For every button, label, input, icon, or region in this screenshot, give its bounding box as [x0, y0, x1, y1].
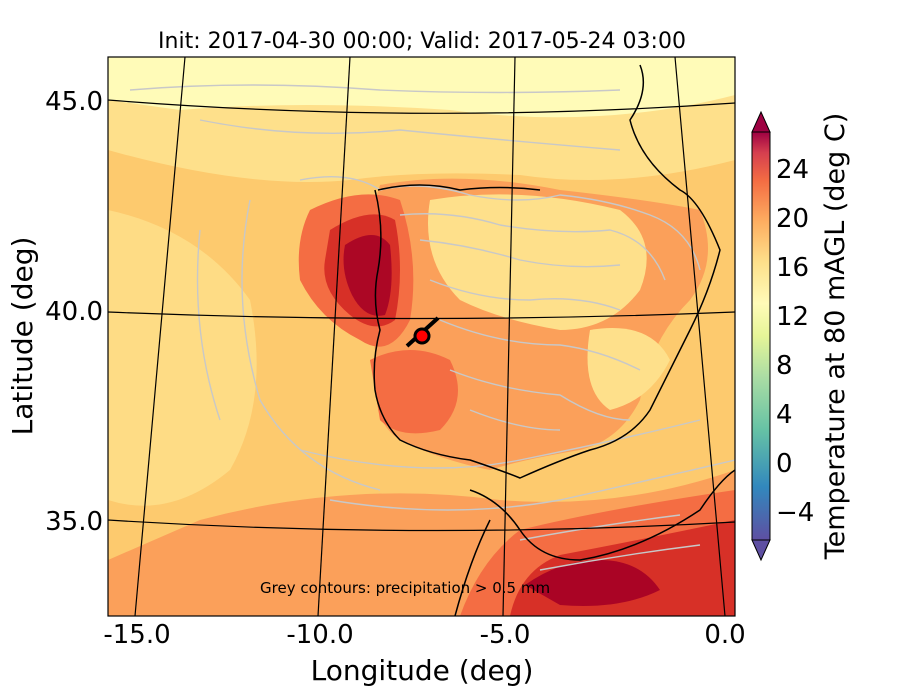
colorbar-tick-label: 8	[776, 351, 793, 381]
coldest-north-band	[108, 57, 735, 118]
x-tick-label: -5.0	[480, 620, 531, 650]
x-tick-label: -15.0	[103, 620, 170, 650]
colorbar-tick-label: 12	[776, 302, 809, 332]
precip-contours	[129, 84, 735, 571]
iberia-east-cool	[587, 328, 670, 410]
coastlines	[373, 64, 735, 616]
north-africa-hottest	[525, 560, 660, 606]
location-marker	[405, 316, 440, 348]
precip-annotation: Grey contours: precipitation > 0.5 mm	[260, 579, 550, 597]
colorbar-tick-label: 20	[776, 204, 809, 234]
colorbar-tick-label: 4	[776, 400, 793, 430]
x-axis-label: Longitude (deg)	[311, 654, 534, 687]
map-frame	[107, 56, 736, 617]
y-axis-label: Latitude (deg)	[6, 237, 39, 436]
y-tick-label: 45.0	[45, 87, 103, 117]
colorbar: 24 20 16 12 8 4 0 −4 Temperature at 80 m…	[751, 110, 851, 562]
ocean-mild-patch	[108, 210, 257, 506]
graticule	[108, 57, 735, 616]
x-axis: -15.0 -10.0 -5.0 0.0 Longitude (deg)	[103, 620, 745, 687]
colorbar-tick-label: 16	[776, 253, 809, 283]
x-tick-label: -10.0	[286, 620, 353, 650]
portugal-hot	[370, 350, 458, 434]
colorbar-top-arrow	[751, 110, 771, 133]
colorbar-tick-label: 0	[776, 449, 793, 479]
y-axis: 45.0 40.0 35.0 Latitude (deg)	[6, 87, 103, 537]
temperature-field	[108, 57, 735, 616]
y-tick-label: 35.0	[45, 507, 103, 537]
figure-title: Init: 2017-04-30 00:00; Valid: 2017-05-2…	[158, 29, 686, 54]
y-tick-label: 40.0	[45, 297, 103, 327]
x-tick-label: 0.0	[704, 620, 745, 650]
colorbar-bottom-arrow	[751, 539, 771, 562]
colorbar-label: Temperature at 80 mAGL (deg C)	[820, 113, 851, 561]
colorbar-tick-label: 24	[776, 155, 809, 185]
colorbar-bar	[751, 131, 771, 541]
colorbar-tick-label: −4	[776, 498, 814, 528]
